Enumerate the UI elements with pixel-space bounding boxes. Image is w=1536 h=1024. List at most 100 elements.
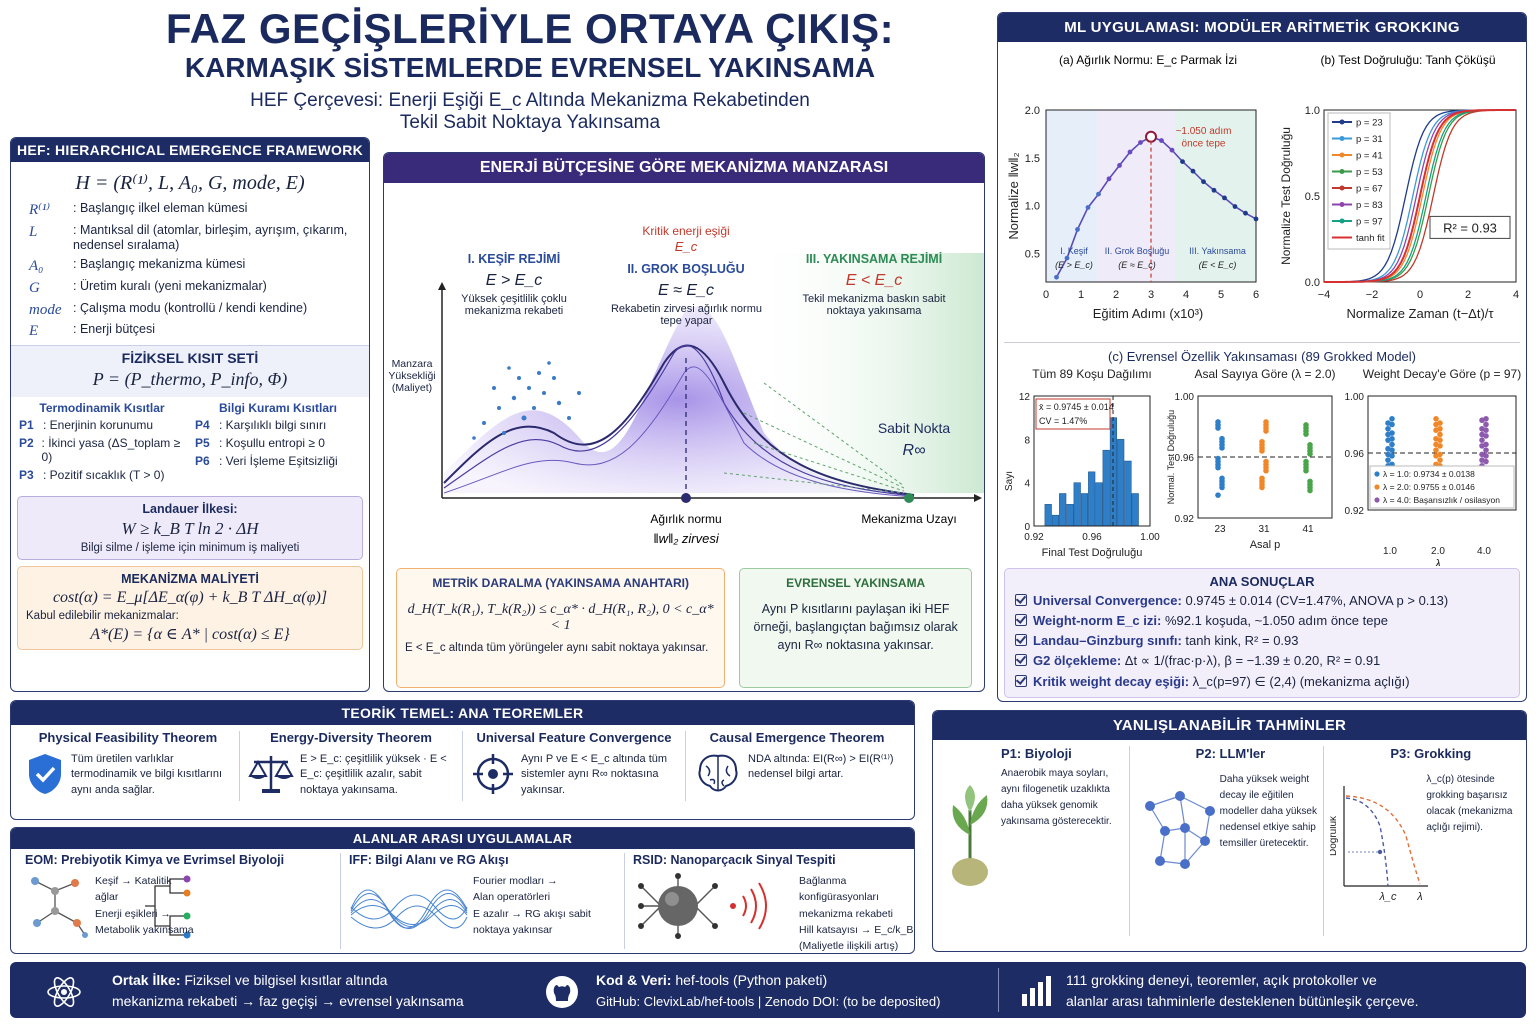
hef-item-desc: : Çalışma modu (kontrollü / kendi kendin… <box>73 300 308 315</box>
landscape-ridge-2 <box>443 344 915 497</box>
chart-c3-point <box>1437 431 1443 438</box>
result-value: tanh kink, R² = 0.93 <box>1185 633 1299 648</box>
r3-cond: E < E_c <box>846 272 902 289</box>
chart-a-point <box>1085 205 1091 210</box>
footer-summary-1: 111 grokking deneyi, teoremler, açık pro… <box>1066 972 1377 988</box>
hef-item-desc: : Üretim kuralı (yeni mekanizmalar) <box>73 278 267 293</box>
univ-desc: Aynı P kısıtlarını paylaşan iki HEF örne… <box>753 602 958 653</box>
chart-a-region-2: II. Grok Boşluğu <box>1105 246 1170 256</box>
chart-a-region-3: III. Yakınsama <box>1189 246 1246 256</box>
chart-c3-ytick: 0.92 <box>1345 506 1365 517</box>
chart-b-xtick: 2 <box>1465 289 1471 301</box>
fixed-label: Sabit Nokta <box>878 420 951 436</box>
thermo-item: P1: Enerjinin korunumu <box>19 418 185 432</box>
chart-a-point <box>1127 149 1133 155</box>
chart-c3-point <box>1389 441 1395 448</box>
result-item: Kritik weight decay eşiği: λ_c(p=97) ∈ (… <box>1015 674 1509 690</box>
chart-c2-title: Asal Sayıya Göre (λ = 2.0) <box>1194 367 1335 381</box>
theorem-title: Physical Feasibility Theorem <box>38 730 218 745</box>
github-icon[interactable] <box>544 974 580 1015</box>
chart-c2-point <box>1259 484 1265 491</box>
prediction-title: P3: Grokking <box>1390 746 1472 761</box>
thermo-item-key: P3 <box>19 468 34 482</box>
landscape-ylabel: Manzara Yüksekliği (Maliyet) <box>388 358 436 394</box>
chart-b-r2-box <box>1429 215 1511 239</box>
chart-c1-ylabel: Sayı <box>1004 471 1015 491</box>
chart-a-annotation-2: önce tepe <box>1182 138 1226 149</box>
chart-a-ytick: 1.0 <box>1025 201 1040 213</box>
result-key: Universal Convergence: <box>1033 593 1182 608</box>
chart-a-xtick: 6 <box>1253 289 1259 301</box>
chart-a-region-1-cond: (E > E_c) <box>1055 260 1093 270</box>
univ-box: EVRENSEL YAKINSAMA Aynı P kısıtlarını pa… <box>739 568 972 688</box>
chart-c3-point <box>1437 443 1443 449</box>
result-item: Weight-norm E_c izi: %92.1 koşuda, ~1.05… <box>1015 613 1509 628</box>
chart-c3-legend-label: λ = 1.0: 0.9734 ± 0.0138 <box>1383 469 1475 479</box>
result-key: Kritik weight decay eşiği: <box>1033 674 1190 689</box>
landauer-formula: W ≥ k_B T ln 2 · ΔH <box>121 519 259 538</box>
theorem-title: Causal Emergence Theorem <box>709 730 885 745</box>
chart-c2-point <box>1307 487 1313 494</box>
chart-c3-point <box>1437 437 1443 443</box>
chart-c3-point <box>1385 425 1391 432</box>
hef-item-symbol: R⁽¹⁾ <box>29 202 51 218</box>
footer-code-links[interactable]: GitHub: ClevixLab/hef-tools | Zenodo DOI… <box>596 994 941 1009</box>
chart-c3-point <box>1389 416 1395 422</box>
chart-c3-point <box>1433 427 1439 433</box>
chart-a-point <box>1190 168 1196 174</box>
p3-x-lambda-c: λ_c <box>1379 891 1398 903</box>
theorem-card: Universal Feature Convergence Aynı P ve E… <box>463 730 686 801</box>
metric-formula: d_H(T_k(R₁), T_k(R₂)) ≤ c_α* · d_H(R₁, R… <box>407 602 714 633</box>
chart-c3-title: Weight Decay'e Göre (p = 97) <box>1363 367 1521 381</box>
result-key: Weight-norm E_c izi: <box>1033 613 1162 628</box>
hef-item-symbol: E <box>29 323 39 340</box>
info-item-value: : Veri İşleme Eşitsizliği <box>219 454 338 468</box>
chart-a-xtick: 1 <box>1078 289 1084 301</box>
chart-b-legend-label: p = 23 <box>1356 118 1383 129</box>
prediction-card: P3: Grokking λ_c(p) ötesinde grokking baş… <box>1330 746 1518 936</box>
hef-item-list: R⁽¹⁾: Başlangıç ilkel eleman kümesi L: Ma… <box>11 201 369 341</box>
prediction-card: P1: Biyoloji Anaerobik maya soyları, aynı… <box>941 746 1130 936</box>
landscape-header: ENERJİ BÜTÇESİNE GÖRE MEKANİZMA MANZARAS… <box>384 153 984 183</box>
chart-a-point <box>1096 191 1101 197</box>
result-item: Universal Convergence: 0.9745 ± 0.014 (C… <box>1015 593 1509 608</box>
chart-c3-xtick: 2.0 <box>1431 546 1445 557</box>
cost-box: MEKANİZMA MALİYETİ cost(α) = E_μ[ΔE_α(φ)… <box>17 566 363 650</box>
chart-b-xtick: 4 <box>1513 289 1519 301</box>
results-box: ANA SONUÇLAR Universal Convergence: 0.97… <box>1004 568 1520 698</box>
chart-c1-stat-box <box>1035 398 1111 430</box>
result-key: G2 ölçekleme: <box>1033 653 1122 668</box>
app-text: Fourier modları → Alan operatörleri E azal… <box>473 873 593 938</box>
thermo-title: Termodinamik Kısıtlar <box>39 401 165 415</box>
hef-item-desc: : Mantıksal dil (atomlar, birleşim, ayrı… <box>73 222 348 253</box>
chart-c3-point <box>1479 417 1485 424</box>
chart-c1-bar <box>1059 493 1067 527</box>
metric-title: METRİK DARALMA (YAKINSAMA ANAHTARI) <box>432 576 689 590</box>
hef-item: G: Üretim kuralı (yeni mekanizmalar) <box>29 279 361 298</box>
chart-a-point <box>1180 159 1185 164</box>
predictions-panel: YANLIŞLANABİLİR TAHMİNLER P1: Biyoloji An… <box>932 710 1527 952</box>
chart-c1-ytick: 12 <box>1019 392 1031 403</box>
app-title: IFF: Bilgi Alanı ve RG Akışı <box>349 853 509 867</box>
r2-title: II. GROK BOŞLUĞU <box>627 261 744 276</box>
chart-c2-ytick: 0.92 <box>1175 514 1195 525</box>
chart-b-legend-label: p = 41 <box>1356 151 1383 162</box>
info-item-key: P5 <box>195 436 210 450</box>
hef-panel: HEF: HIERARCHICAL EMERGENCE FRAMEWORK H … <box>10 137 370 692</box>
theorem-body: NDA altında: EI(R∞) > EI(R⁽¹⁾) nedensel … <box>694 752 900 801</box>
app-line: Hill katsayısı → E_c/k_B <box>799 923 914 936</box>
chart-b-series-line <box>1324 109 1516 283</box>
chart-c1-xlabel: Final Test Doğruluğu <box>1042 547 1143 559</box>
cost-sub: Kabul edilebilir mekanizmalar: <box>26 610 179 622</box>
check-icon <box>1015 675 1027 687</box>
result-value: Δt ∝ 1/(frac·p·λ), β = −1.39 ± 0.20, R² … <box>1124 653 1381 668</box>
chart-c-title: (c) Evrensel Özellik Yakınsaması (89 Gro… <box>1107 349 1416 364</box>
chart-c1-bar <box>1066 504 1074 527</box>
chart-c2-point <box>1263 428 1269 434</box>
chart-c1-bar <box>1080 493 1089 527</box>
chart-a-point <box>1201 179 1206 185</box>
chart-b-legend-label: p = 67 <box>1356 184 1383 195</box>
app-body: Keşif → Katalitik ağlar Enerji eşikleri →… <box>25 871 332 946</box>
chart-c3-point <box>1389 447 1395 453</box>
chart-c2-ytick: 1.00 <box>1175 392 1195 403</box>
